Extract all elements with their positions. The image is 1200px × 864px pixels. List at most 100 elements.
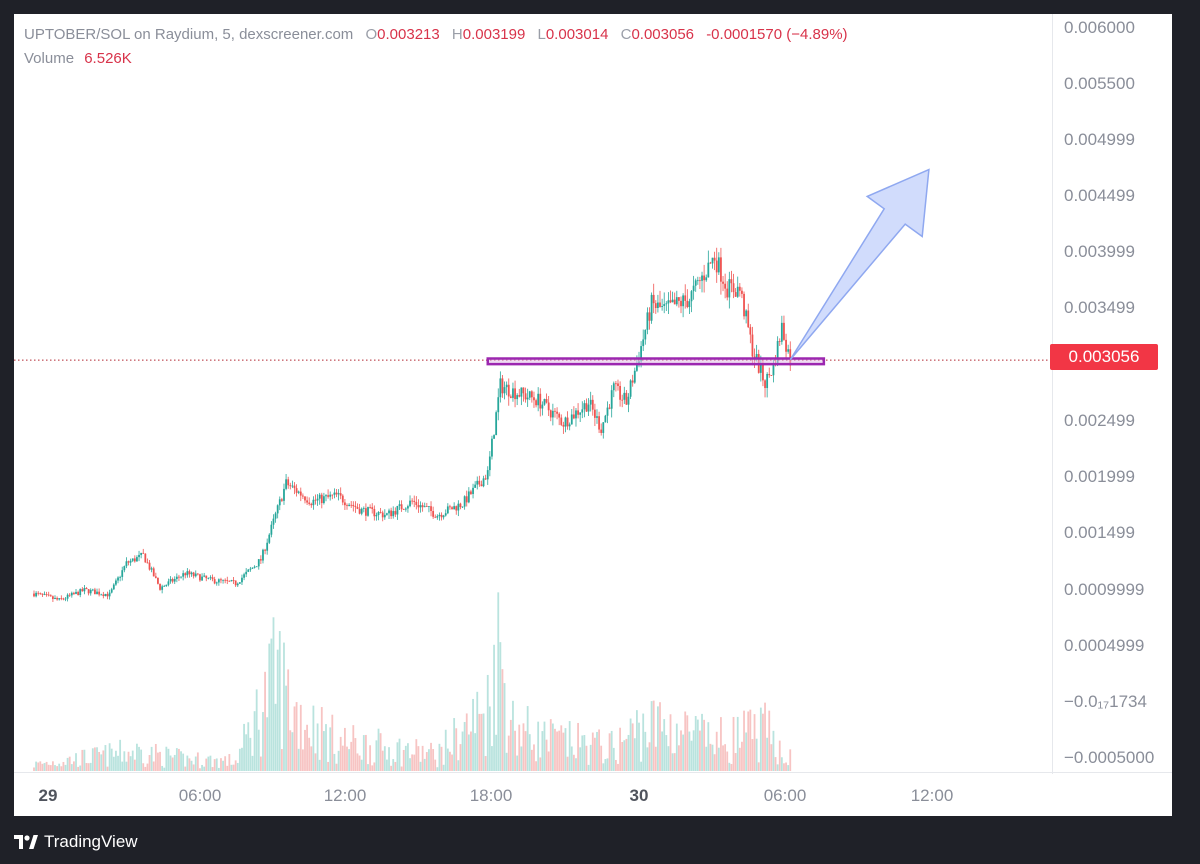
volume-bar	[251, 755, 254, 771]
candle	[661, 298, 664, 311]
candle	[238, 582, 241, 585]
candle	[684, 284, 687, 309]
volume-bar	[249, 737, 252, 771]
candle	[171, 577, 174, 584]
candle	[614, 380, 617, 392]
candle	[146, 558, 149, 564]
candle	[52, 595, 54, 602]
support-zone-rectangle[interactable]	[486, 357, 826, 366]
volume-bar	[306, 724, 308, 771]
candlestick-series	[33, 247, 792, 602]
candle	[85, 587, 88, 590]
candle	[726, 281, 729, 301]
volume-bar	[465, 713, 468, 771]
volume-bar	[402, 749, 405, 771]
volume-bar	[717, 747, 720, 771]
volume-bar	[726, 751, 729, 771]
candle	[728, 271, 731, 309]
chart-frame[interactable]: UPTOBER/SOL on Raydium, 5, dexscreener.c…	[14, 14, 1172, 816]
volume-bar	[133, 759, 136, 771]
volume-bar	[713, 754, 716, 771]
candle	[222, 579, 224, 584]
candle	[297, 490, 300, 495]
volume-bar	[119, 739, 122, 771]
candle	[310, 502, 313, 508]
candle	[572, 406, 575, 420]
volume-bar	[430, 742, 432, 771]
price-tick: 0.004499	[1064, 186, 1135, 205]
legend-volume: Volume 6.526K	[24, 50, 132, 67]
candle	[476, 476, 479, 490]
volume-bar	[392, 759, 395, 771]
volume-bar	[348, 749, 351, 771]
volume-bar	[682, 734, 685, 771]
candle	[409, 495, 411, 508]
candle	[228, 580, 231, 582]
candle	[596, 409, 598, 424]
candle	[350, 501, 353, 508]
candle	[396, 505, 399, 520]
candle	[696, 276, 699, 285]
volume-bar	[154, 743, 157, 771]
candle	[280, 497, 283, 503]
volume-bar	[333, 753, 336, 771]
volume-bar	[190, 760, 193, 771]
volume-bar	[245, 734, 248, 771]
volume-bar	[83, 749, 86, 771]
candle	[736, 276, 739, 298]
volume-bar	[291, 732, 294, 771]
candle	[535, 398, 537, 408]
candle	[453, 502, 456, 510]
volume-bar	[570, 746, 573, 771]
candle	[70, 591, 73, 598]
volume-bar	[753, 714, 756, 771]
candle	[646, 307, 649, 335]
volume-bar	[89, 762, 92, 771]
candle	[161, 584, 164, 594]
volume-bar	[675, 723, 678, 771]
candle	[581, 401, 584, 419]
candle	[94, 587, 96, 595]
candle	[43, 591, 46, 596]
volume-bar	[621, 741, 624, 771]
volume-bar	[755, 738, 758, 771]
candle	[381, 510, 384, 522]
volume-bar	[106, 766, 109, 771]
candle	[136, 555, 138, 562]
candle	[587, 398, 590, 416]
candle	[509, 394, 512, 399]
volume-bar	[369, 745, 372, 771]
volume-bar	[551, 723, 554, 771]
volume-bar	[293, 706, 296, 771]
volume-bar	[446, 748, 449, 771]
volume-bar	[488, 706, 491, 771]
volume-bar	[209, 755, 212, 771]
up-arrow-drawing[interactable]	[789, 168, 930, 361]
volume-bar	[669, 714, 672, 771]
volume-bar	[491, 746, 493, 771]
candle	[211, 574, 214, 582]
candle	[724, 273, 727, 299]
volume-bar	[398, 738, 401, 771]
volume-bar	[549, 719, 552, 771]
candle	[745, 309, 748, 324]
volume-bar	[201, 764, 203, 771]
volume-bar	[228, 754, 231, 771]
volume-bar	[112, 756, 115, 771]
price-axis-divider	[1052, 14, 1053, 774]
candle	[787, 344, 790, 354]
volume-bar	[789, 749, 792, 771]
candle	[102, 591, 105, 599]
candle	[743, 291, 745, 320]
candle	[49, 594, 52, 597]
volume-bar	[659, 702, 661, 771]
volume-bar	[614, 759, 617, 771]
candle	[207, 577, 210, 580]
candle	[339, 487, 342, 500]
volume-bar	[266, 717, 269, 771]
volume-bar	[388, 747, 390, 771]
footer-brand[interactable]: TradingView	[44, 832, 138, 851]
chart-canvas[interactable]	[14, 14, 1172, 816]
volume-bar	[341, 745, 344, 771]
candle	[699, 276, 701, 290]
